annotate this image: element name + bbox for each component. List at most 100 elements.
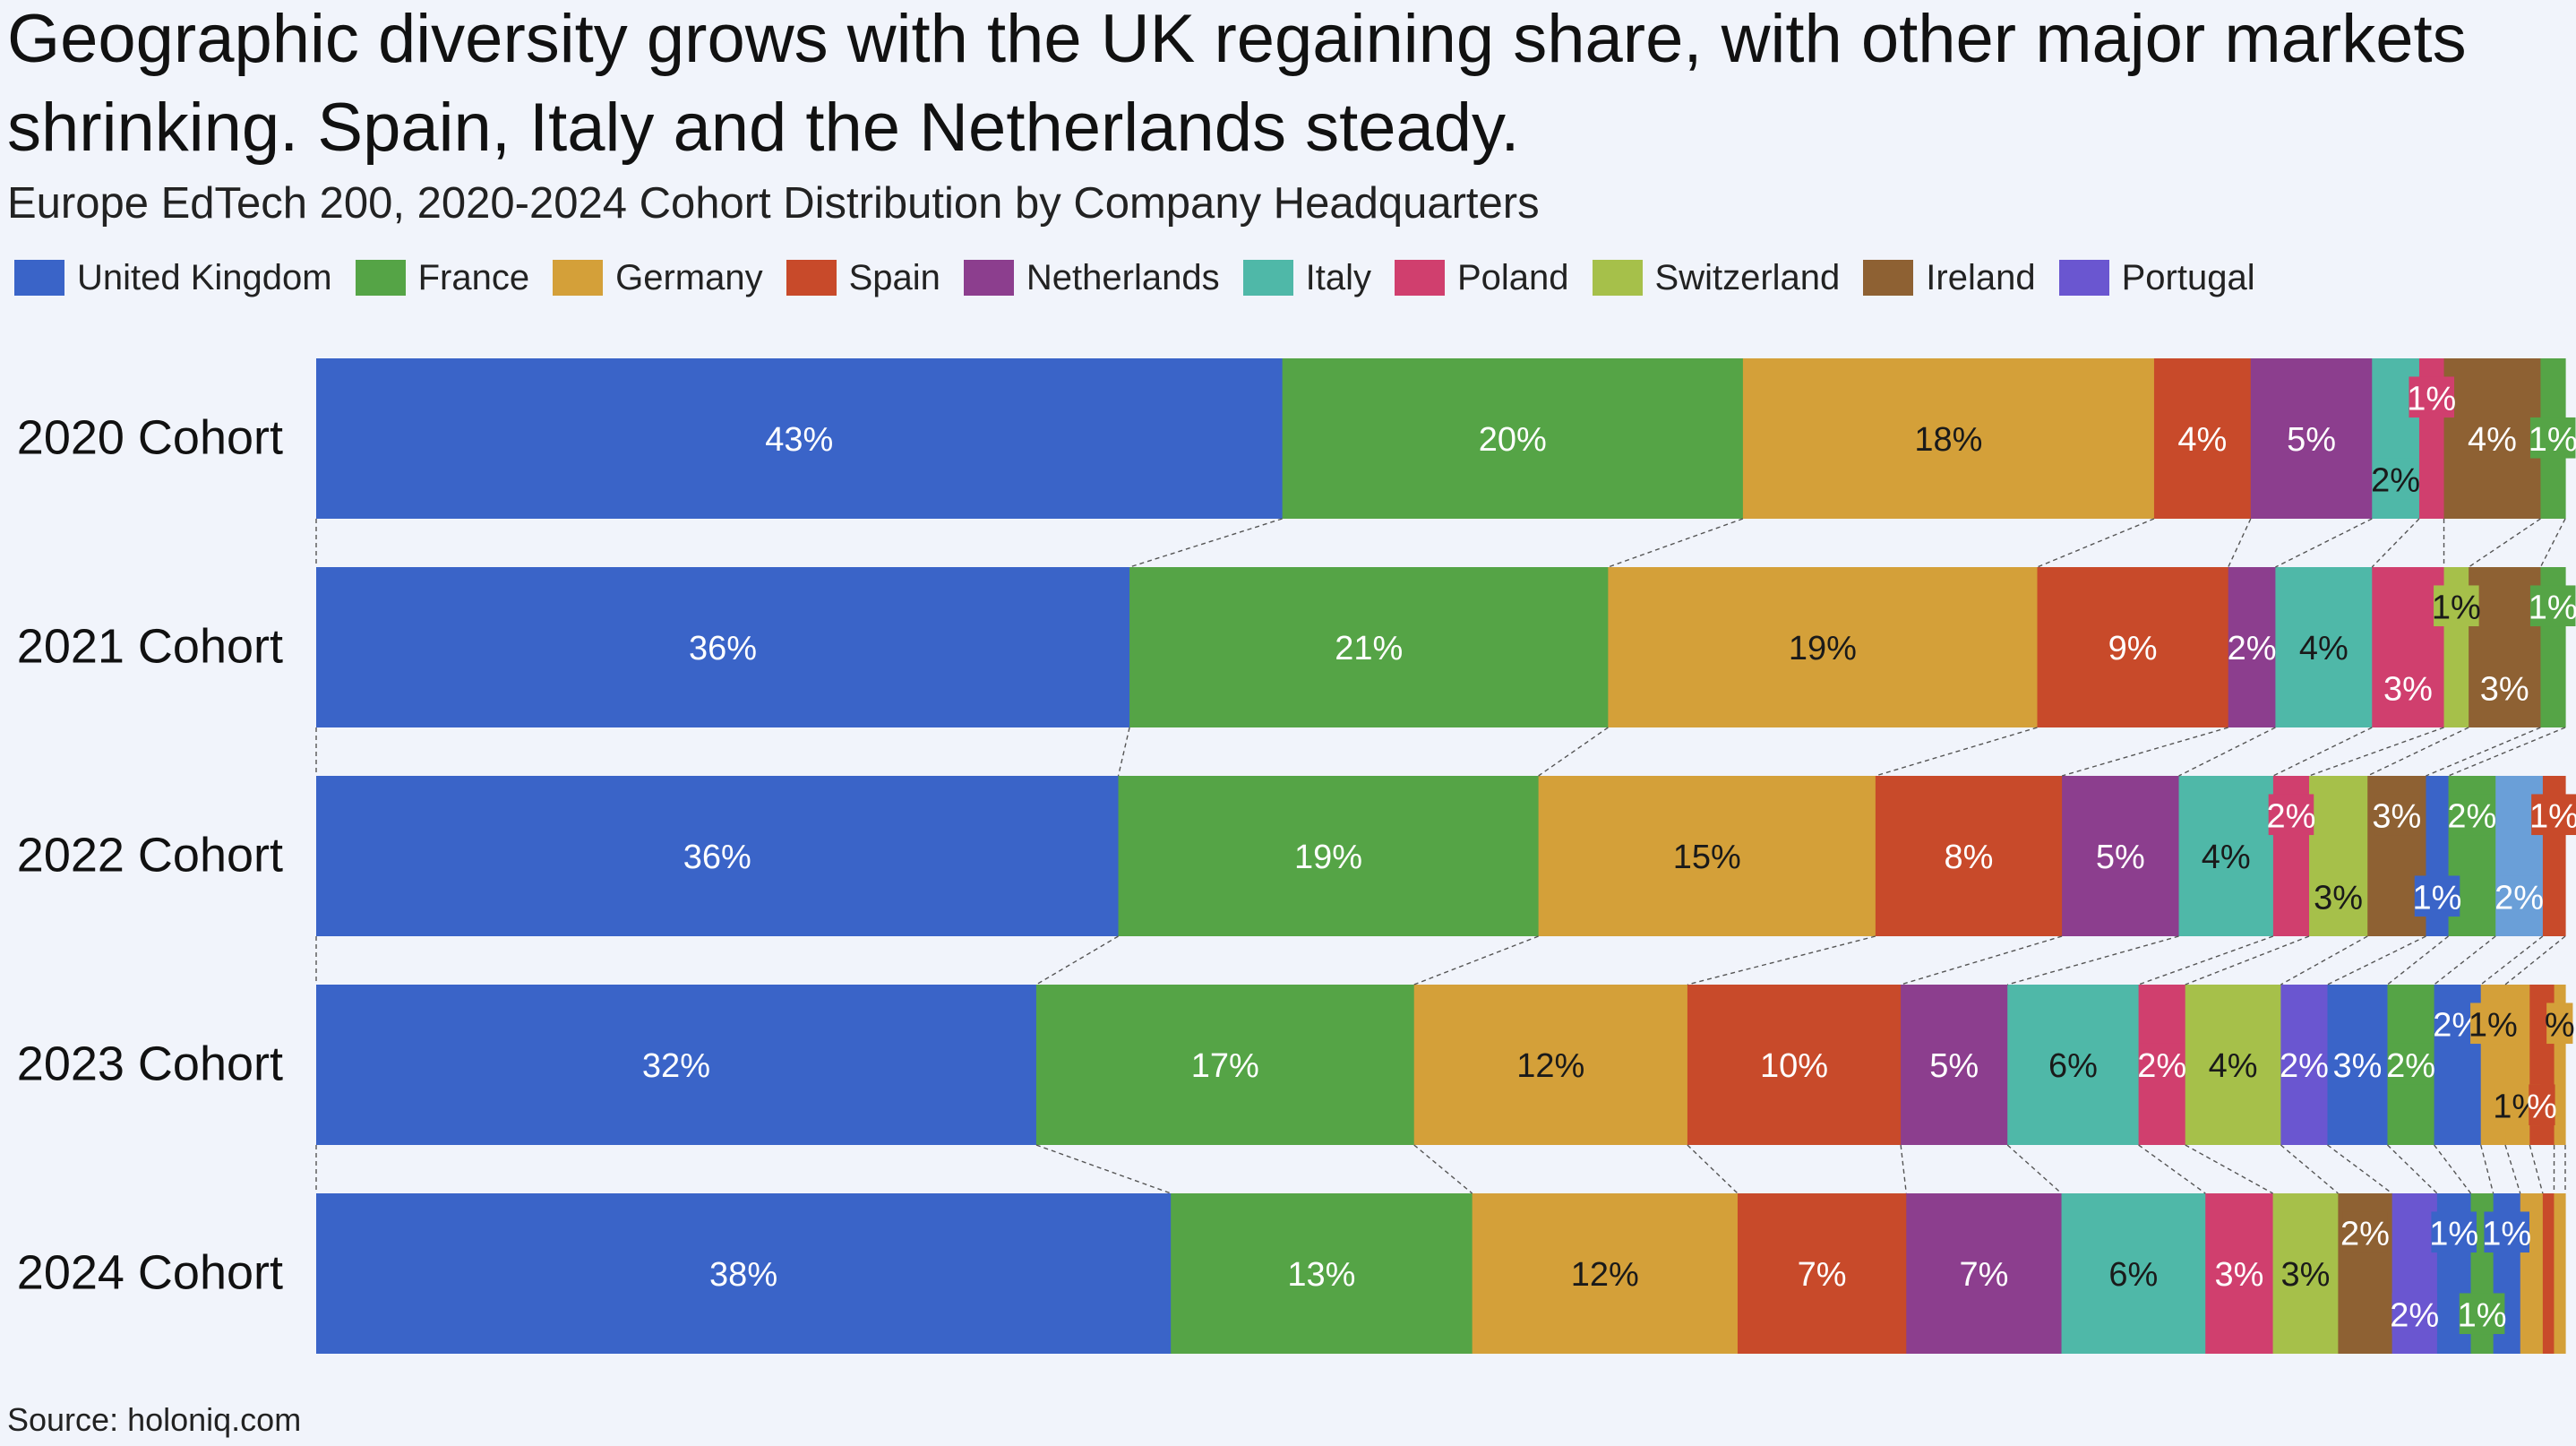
data-label: 15% (1673, 839, 1741, 876)
data-label-box (2449, 794, 2495, 836)
bar-row: 36% 19% 15% 8% 5% 4% 2% 3% 3% 1% 2% 2% 1% (316, 776, 2576, 936)
legend-item: Ireland (1863, 258, 2036, 298)
data-label-box (2470, 1003, 2516, 1045)
connector-line (1687, 1144, 1739, 1194)
source-note: Source: holoniq.com (7, 1401, 302, 1438)
legend-label: Switzerland (1654, 257, 1841, 297)
data-label: 2% (2267, 798, 2316, 836)
bar-segment (2205, 1193, 2274, 1354)
connector-line (1900, 1144, 1907, 1194)
legend-label: Netherlands (1026, 257, 1220, 297)
connector-line (1129, 518, 1283, 568)
data-label: 38% (709, 1256, 777, 1294)
data-label-box (2496, 875, 2542, 917)
data-label-box (2374, 794, 2420, 836)
data-label: 4% (2177, 421, 2227, 459)
data-label-box (2484, 1211, 2529, 1253)
connector-line (2280, 1144, 2339, 1194)
data-label: 12% (1571, 1256, 1639, 1294)
connector-line (2272, 727, 2373, 777)
data-label: 2% (2390, 1297, 2439, 1335)
data-label: 21% (1335, 630, 1403, 667)
bar-segment (316, 985, 1037, 1145)
legend-label: Germany (615, 257, 763, 297)
category-label: 2020 Cohort (17, 411, 283, 465)
legend-item: Netherlands (963, 257, 1220, 298)
bar-row: 36% 21% 19% 9% 2% 4% 3% 1% 3% 1% (316, 567, 2576, 727)
legend-label: Portugal (2121, 257, 2255, 297)
legend-item: Germany (553, 258, 763, 298)
data-label-box (2546, 1003, 2573, 1045)
connector-line (1035, 935, 1119, 986)
connector-line (1875, 727, 2038, 777)
connector-line (1538, 727, 1609, 777)
bar-segment (2250, 358, 2373, 519)
data-label: 7% (1798, 1256, 1847, 1294)
legend-label: United Kingdom (77, 257, 332, 297)
legend-label: Spain (848, 257, 940, 297)
bar-segment (1875, 776, 2063, 936)
bar-segment (1282, 358, 1744, 519)
data-label: 10% (1760, 1047, 1828, 1085)
data-label-box (2388, 1043, 2434, 1085)
connector-line (1608, 518, 1744, 568)
data-label: 4% (2299, 630, 2348, 667)
legend-item: France (355, 258, 529, 298)
legend-swatch (1863, 260, 1914, 296)
data-label: 43% (765, 421, 833, 459)
bar-segment (1901, 985, 2008, 1145)
data-label: 32% (642, 1047, 710, 1085)
bar-segment (1737, 1193, 1907, 1354)
data-label: 3% (2314, 880, 2363, 917)
data-label: 6% (2048, 1047, 2098, 1085)
bar-segment (2469, 567, 2542, 727)
data-label: 6% (2108, 1256, 2158, 1294)
connector-line (2327, 1144, 2393, 1194)
bar-row: 38% 13% 12% 7% 7% 6% 3% 3%2%2%1%1%1% (316, 1193, 2566, 1354)
data-label: 5% (1929, 1047, 1979, 1085)
connector-line (1035, 1144, 1172, 1194)
data-label: 7% (1959, 1256, 2008, 1294)
connector-line (2178, 727, 2276, 777)
bar-segment (1118, 776, 1540, 936)
data-label: 13% (1287, 1256, 1355, 1294)
connector-line (2138, 1144, 2206, 1194)
legend-item: Spain (786, 258, 940, 298)
data-label-box (2228, 625, 2275, 667)
connector-line (2366, 727, 2469, 777)
data-label: 12% (1516, 1047, 1584, 1085)
data-label-box (2281, 1043, 2327, 1085)
connector-line (2371, 518, 2420, 568)
category-label: 2021 Cohort (17, 620, 283, 674)
connector-line (1900, 935, 2063, 986)
data-label: % (2527, 1089, 2557, 1126)
chart-title: Geographic diversity grows with the UK r… (7, 1, 2467, 166)
bar-segment (2178, 776, 2274, 936)
bar-segment (2007, 985, 2140, 1145)
connector-line (2308, 727, 2444, 777)
bar-segment (2153, 358, 2252, 519)
connector-line (2185, 1144, 2273, 1194)
connector-line (2529, 1144, 2544, 1194)
connector-line (2007, 935, 2179, 986)
connector-line (2275, 518, 2373, 568)
bar-segment (2542, 1193, 2555, 1354)
data-label: 1% (2432, 590, 2481, 627)
legend-swatch (2058, 260, 2109, 296)
connector-line (2327, 935, 2426, 986)
bar-segment (1608, 567, 2039, 727)
bar-segment (316, 1193, 1172, 1354)
legend-swatch (553, 260, 604, 296)
connector-line (2006, 1144, 2063, 1194)
data-label-box (2373, 458, 2418, 500)
connector-line (2504, 935, 2566, 986)
data-label: 5% (2287, 421, 2336, 459)
bar-row: 32% 17% 12% 10% 5% 6% 2% 4% 2% 3% 2%2%1%1%%% (316, 985, 2575, 1145)
data-label: 19% (1294, 839, 1362, 876)
data-label: 1% (2407, 381, 2456, 418)
connector-line (2280, 935, 2368, 986)
bar-segment (316, 776, 1120, 936)
data-label-box (2431, 1211, 2477, 1253)
legend-swatch (14, 260, 64, 296)
